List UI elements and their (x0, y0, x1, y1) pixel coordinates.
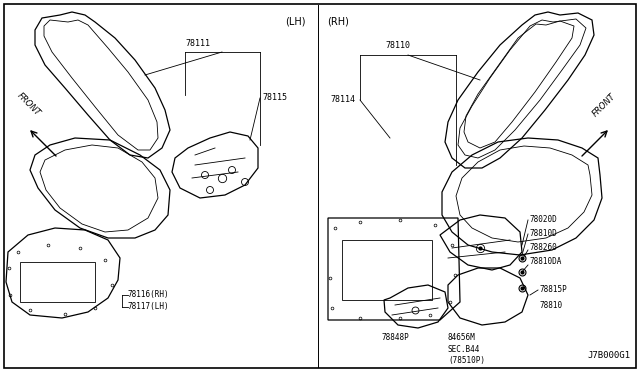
Text: 78110: 78110 (385, 41, 410, 50)
Text: 78020D: 78020D (530, 215, 557, 224)
Text: FRONT: FRONT (15, 91, 42, 118)
Text: 78117(LH): 78117(LH) (128, 302, 170, 311)
Text: FRONT: FRONT (591, 91, 618, 118)
Text: 78114: 78114 (330, 96, 355, 105)
Text: 78115: 78115 (262, 93, 287, 103)
Text: 84656M: 84656M (448, 334, 476, 343)
Text: 78810D: 78810D (530, 230, 557, 238)
Text: (LH): (LH) (285, 17, 305, 27)
Text: 78810: 78810 (540, 301, 563, 310)
Text: (78510P): (78510P) (448, 356, 485, 365)
Text: 78116(RH): 78116(RH) (128, 291, 170, 299)
Text: 78810DA: 78810DA (530, 257, 563, 266)
Bar (342, 240, 432, 300)
Text: 78848P: 78848P (382, 334, 410, 343)
Text: 788260: 788260 (530, 244, 557, 253)
Text: SEC.B44: SEC.B44 (448, 346, 481, 355)
Text: 78111: 78111 (185, 39, 210, 48)
Text: J7B000G1: J7B000G1 (587, 351, 630, 360)
Bar (20, 262, 95, 302)
Text: 78815P: 78815P (540, 285, 568, 295)
Text: (RH): (RH) (327, 17, 349, 27)
